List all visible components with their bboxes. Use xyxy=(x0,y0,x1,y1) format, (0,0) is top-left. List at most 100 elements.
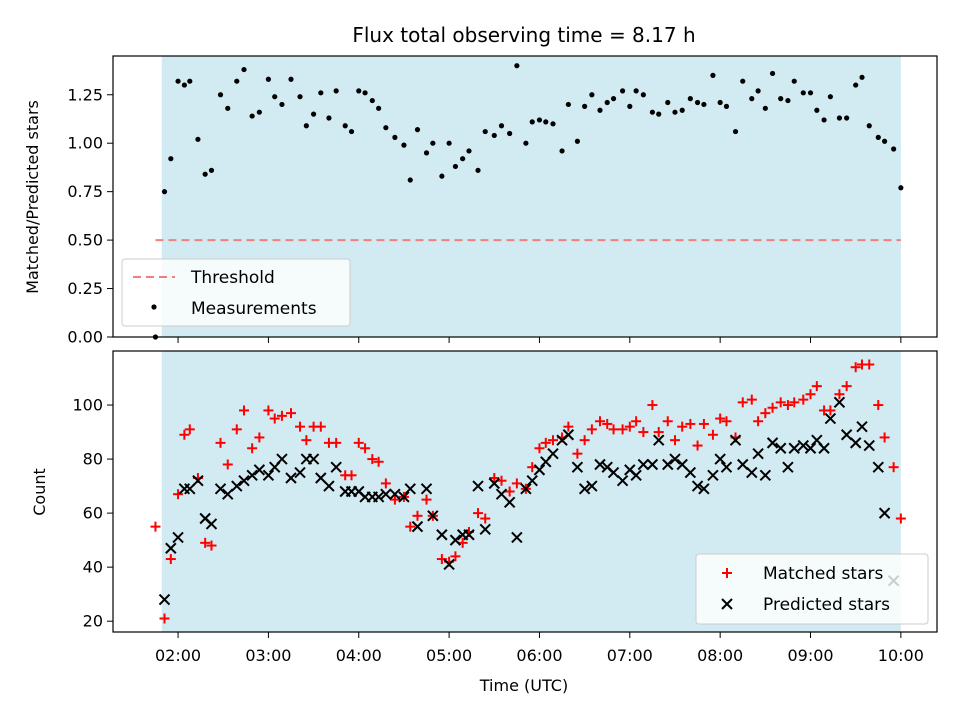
legend-matched-label: Matched stars xyxy=(763,564,883,584)
matched-star-point xyxy=(179,429,190,440)
matched-star-point xyxy=(737,397,748,408)
predicted-star-point xyxy=(526,474,538,487)
measurement-point xyxy=(821,117,827,123)
predicted-star-point xyxy=(849,437,862,449)
predicted-star-point xyxy=(669,453,681,465)
matched-star-point xyxy=(206,540,217,551)
predicted-star-point xyxy=(594,458,606,471)
measurement-point xyxy=(701,101,707,108)
predicted-star-point xyxy=(214,483,227,495)
matched-star-point xyxy=(798,394,809,405)
matched-star-point xyxy=(353,437,364,448)
matched-star-point xyxy=(563,421,574,432)
matched-star-point xyxy=(315,421,326,432)
bottom-x-tick-label: 06:00 xyxy=(516,646,562,665)
matched-star-point xyxy=(579,435,590,446)
predicted-star-point xyxy=(547,447,559,460)
matched-star-point xyxy=(247,443,258,454)
measurement-point xyxy=(672,109,678,115)
matched-star-point xyxy=(864,359,875,370)
legend-predicted-swatch xyxy=(721,598,733,610)
predicted-star-point xyxy=(729,434,742,446)
matched-star-point xyxy=(534,443,545,454)
matched-star-point xyxy=(888,462,899,473)
matched-star-point xyxy=(254,432,265,443)
measurement-point xyxy=(333,88,339,94)
measurement-point xyxy=(202,171,208,177)
predicted-star-point xyxy=(578,483,591,495)
predicted-star-point xyxy=(479,523,491,536)
matched-star-point xyxy=(775,397,786,408)
measurement-point xyxy=(523,140,529,146)
matched-star-point xyxy=(850,362,861,373)
matched-star-point xyxy=(811,381,822,392)
measurement-point xyxy=(550,121,556,127)
predicted-star-point xyxy=(323,480,335,492)
measurement-point xyxy=(234,78,240,84)
matched-star-point xyxy=(707,429,718,440)
top-y-axis-label: Matched/Predicted stars xyxy=(23,100,42,294)
matched-star-point xyxy=(834,389,845,400)
measurement-point xyxy=(740,78,746,84)
matched-star-point xyxy=(184,424,195,435)
measurement-point xyxy=(303,123,309,129)
measurement-point xyxy=(446,140,452,146)
matched-star-point xyxy=(165,554,176,565)
matched-star-point xyxy=(647,400,658,411)
top-y-tick-label: 0.50 xyxy=(67,231,103,250)
predicted-star-point xyxy=(720,461,733,473)
predicted-star-point xyxy=(833,396,846,409)
measurement-point xyxy=(401,142,407,148)
top-panel: 0.00 0.25 0.50 0.75 1.00 1.25 Matched/Predict… xyxy=(23,55,938,347)
predicted-star-point xyxy=(511,531,523,544)
predicted-star-point xyxy=(380,488,392,500)
predicted-star-point xyxy=(231,480,243,492)
matched-star-point xyxy=(805,389,816,400)
predicted-star-point xyxy=(752,447,764,460)
predicted-star-point xyxy=(637,458,650,471)
predicted-star-point xyxy=(630,469,642,481)
predicted-star-point xyxy=(372,491,385,503)
measurement-point xyxy=(732,128,739,135)
predicted-star-point xyxy=(691,480,704,492)
measurement-point xyxy=(679,107,685,113)
measurement-point xyxy=(800,90,806,96)
matched-star-point xyxy=(624,421,635,432)
matched-star-point xyxy=(662,416,673,427)
top-axes-frame xyxy=(112,55,938,338)
matched-star-point xyxy=(540,437,551,448)
predicted-star-point xyxy=(646,458,659,471)
predicted-star-point xyxy=(276,453,288,465)
legend-measurements-label: Measurements xyxy=(191,299,317,319)
matched-star-point xyxy=(473,508,484,519)
predicted-star-point xyxy=(662,458,674,471)
measurement-point xyxy=(439,173,445,179)
measurement-point xyxy=(769,70,776,77)
matched-star-point xyxy=(760,408,771,419)
bottom-x-tick-label: 07:00 xyxy=(607,646,653,665)
measurement-point xyxy=(376,105,382,111)
measurement-point xyxy=(853,82,859,88)
measurement-point xyxy=(326,115,332,121)
predicted-star-point xyxy=(562,429,575,441)
measurement-point xyxy=(279,101,285,108)
measurement-point xyxy=(610,96,617,102)
predicted-star-point xyxy=(797,439,809,452)
bottom-y-tick-label: 20 xyxy=(83,612,103,631)
predicted-star-point xyxy=(707,469,719,481)
matched-star-point xyxy=(405,521,416,532)
predicted-star-point xyxy=(389,488,401,500)
matched-star-point xyxy=(721,416,732,427)
bottom-y-tick-label: 100 xyxy=(72,396,103,415)
measurement-point xyxy=(318,90,324,96)
predicted-star-point xyxy=(824,412,837,425)
predicted-star-point xyxy=(488,477,500,490)
matched-star-point xyxy=(825,405,836,416)
measurement-point xyxy=(529,119,535,125)
predicted-star-point xyxy=(192,474,204,487)
measurement-point xyxy=(195,136,201,142)
predicted-star-point xyxy=(472,480,484,492)
measurement-point xyxy=(225,105,231,111)
x-axis-label: Time (UTC) xyxy=(479,676,568,695)
measurement-point xyxy=(807,90,814,96)
